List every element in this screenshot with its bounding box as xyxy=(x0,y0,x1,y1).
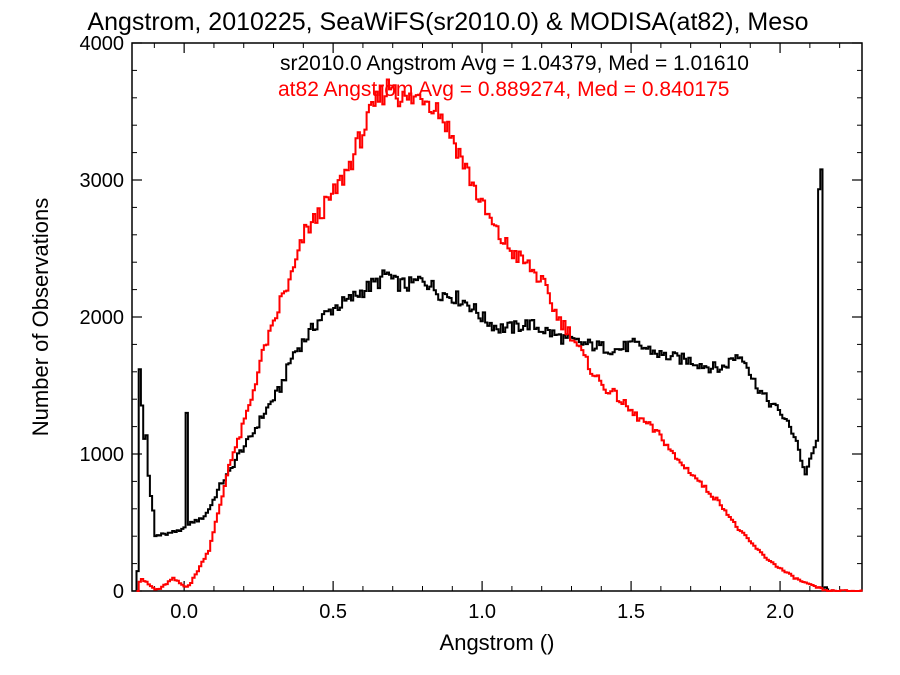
y-tick-label: 3000 xyxy=(80,170,125,192)
red-histogram-line xyxy=(136,78,863,592)
y-axis-ticks: 0 1000 2000 3000 4000 xyxy=(80,33,862,603)
x-tick-label: 1.0 xyxy=(468,601,496,623)
x-tick-label: 0.5 xyxy=(319,601,347,623)
x-axis-ticks: 0.0 0.5 1.0 1.5 2.0 xyxy=(153,43,841,623)
y-axis-label: Number of Observations xyxy=(28,198,53,436)
y-tick-label: 0 xyxy=(113,581,124,603)
x-tick-label: 1.5 xyxy=(617,601,645,623)
black-series-stats-annotation: sr2010.0 Angstrom Avg = 1.04379, Med = 1… xyxy=(280,52,749,75)
black-histogram-line xyxy=(135,168,830,591)
red-series-stats-annotation: at82 Angstrom Avg = 0.889274, Med = 0.84… xyxy=(278,78,729,101)
plot-frame xyxy=(131,42,863,592)
x-tick-label: 0.0 xyxy=(170,601,198,623)
y-tick-label: 1000 xyxy=(80,444,125,466)
x-tick-label: 2.0 xyxy=(766,601,794,623)
x-axis-label: Angstrom () xyxy=(440,630,555,655)
y-tick-label: 2000 xyxy=(80,307,125,329)
series-layer xyxy=(135,78,863,592)
y-tick-label: 4000 xyxy=(80,33,125,55)
chart-title: Angstrom, 2010225, SeaWiFS(sr2010.0) & M… xyxy=(87,8,808,36)
